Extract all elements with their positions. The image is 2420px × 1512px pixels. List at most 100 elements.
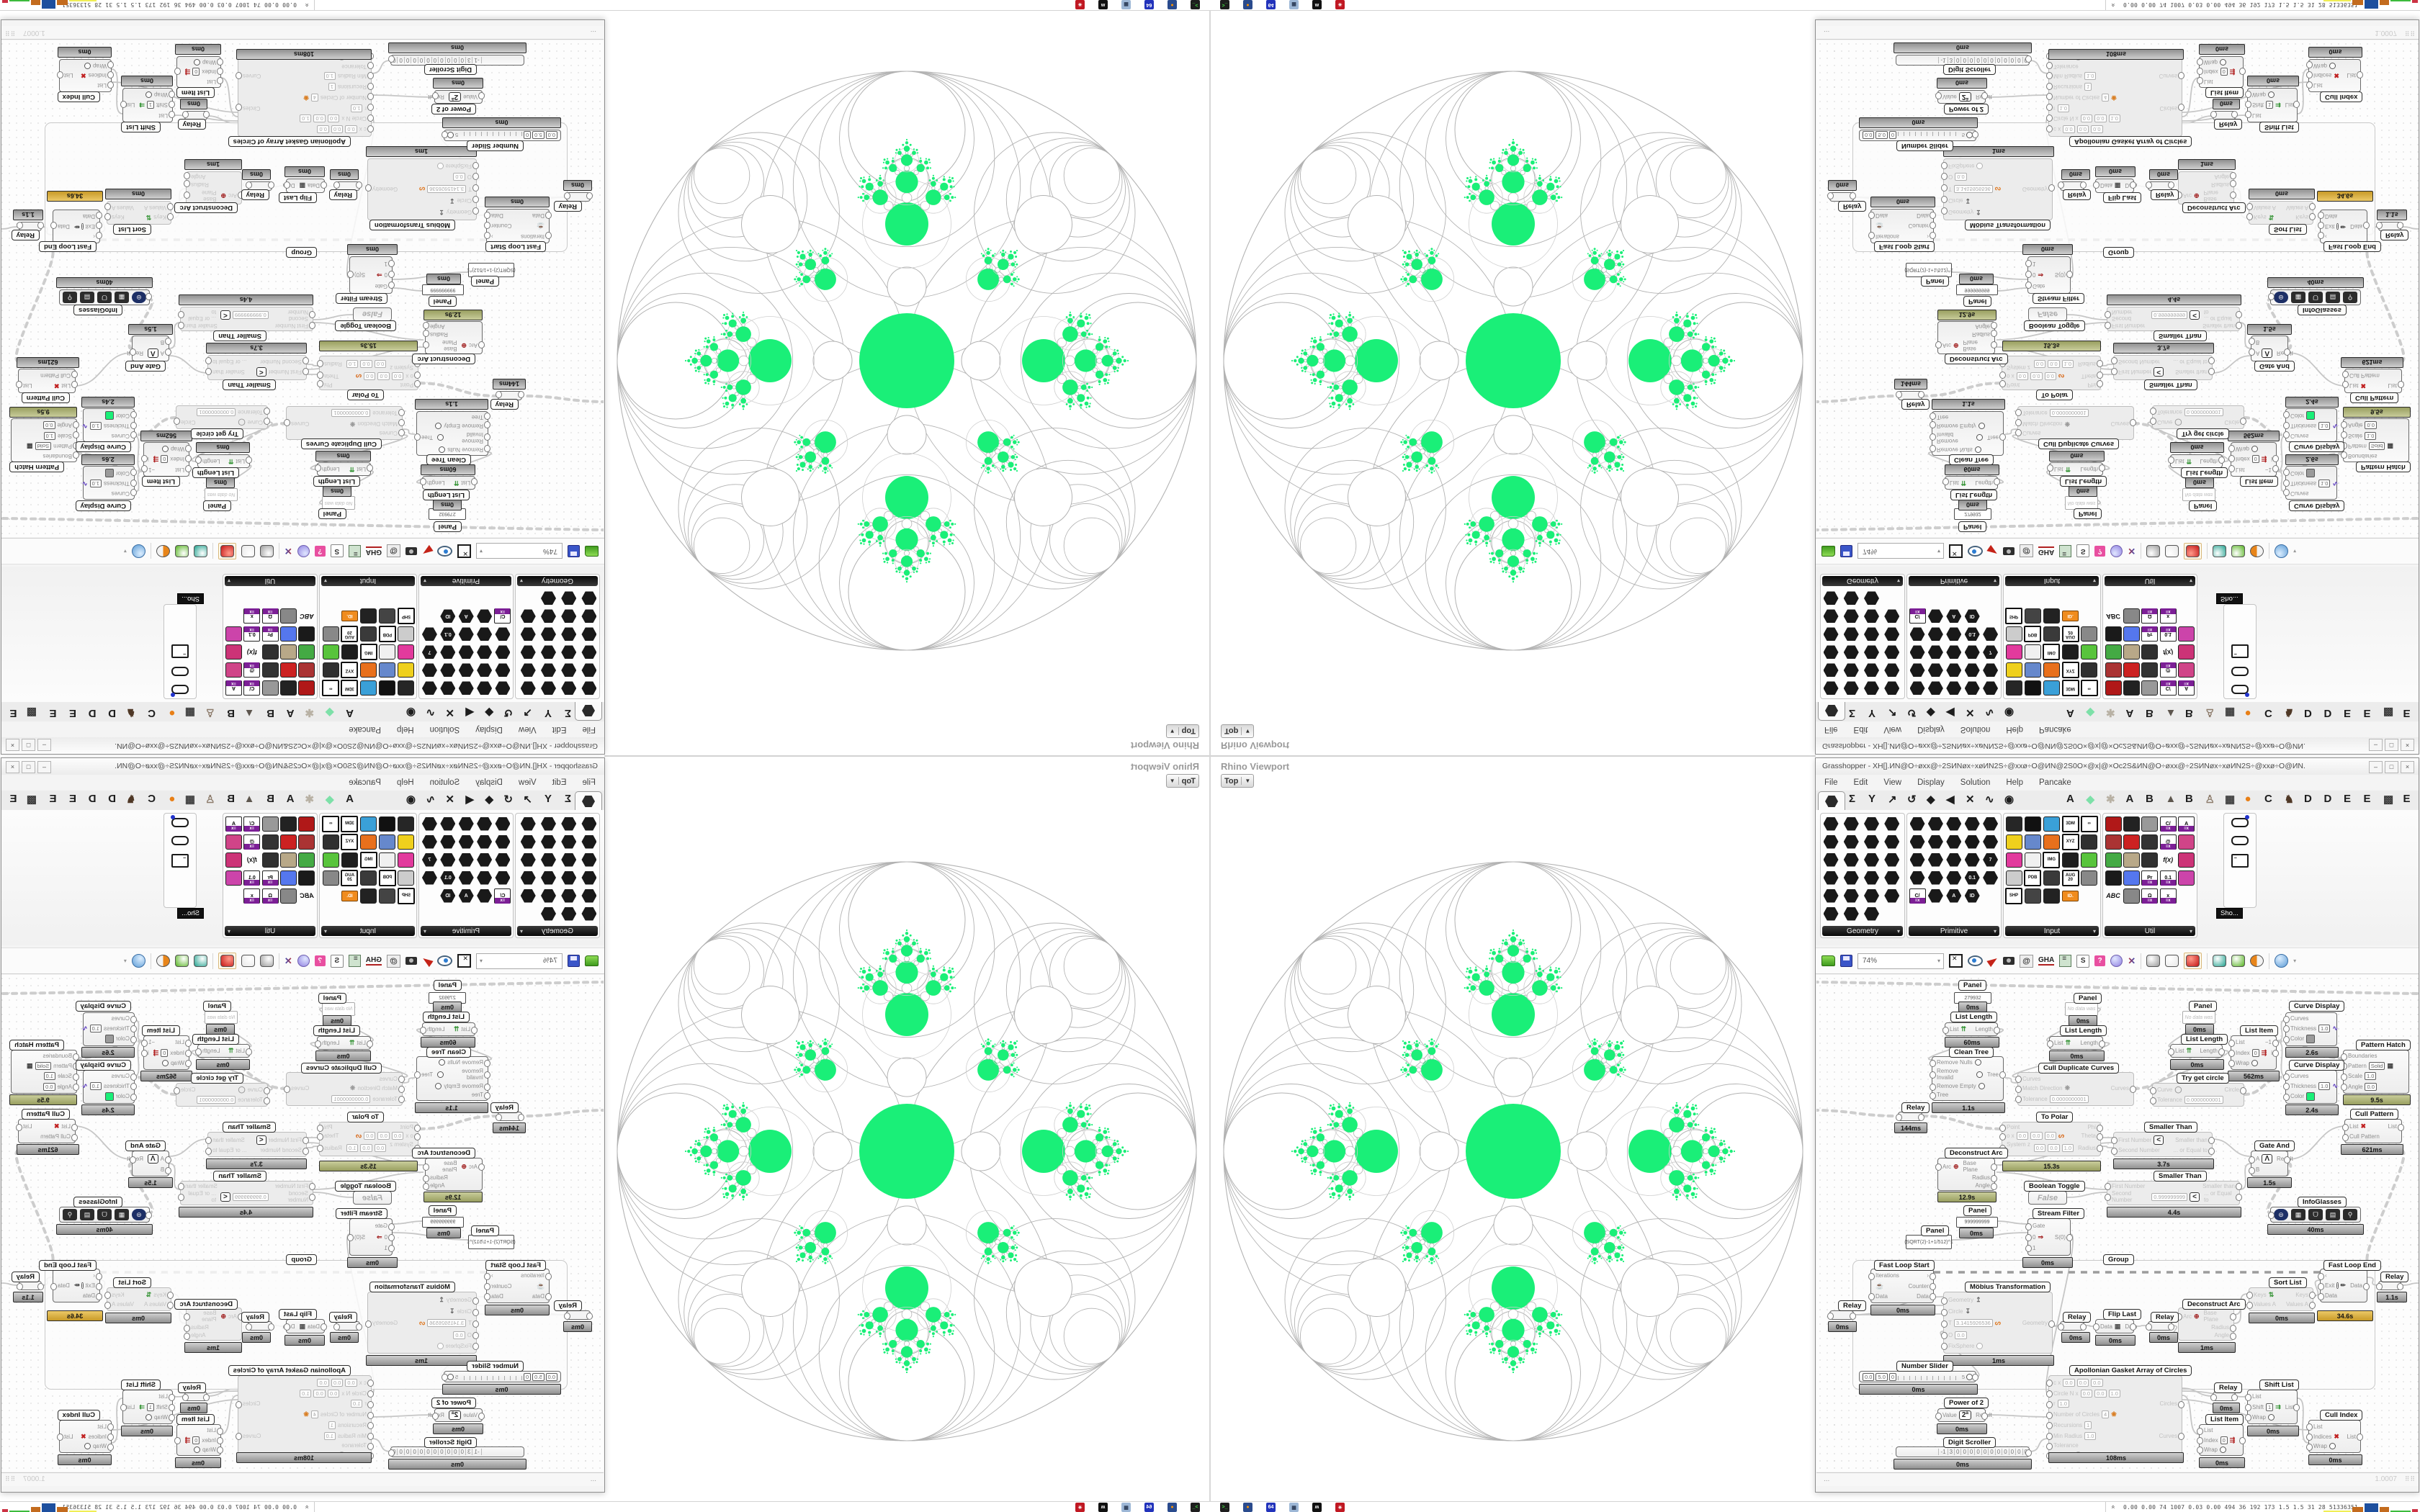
node-list-length-tag[interactable]: List Length	[2060, 1025, 2107, 1036]
galapagos-icon[interactable]: ✕	[2128, 546, 2136, 557]
tab-icon-3[interactable]: ↺	[503, 706, 513, 719]
component-icon[interactable]	[1842, 851, 1860, 868]
component-icon[interactable]	[2141, 833, 2159, 850]
tab-plugin-17[interactable]: E	[9, 793, 17, 805]
input-port[interactable]	[1896, 391, 1902, 399]
glasses-icon[interactable]: ⊜	[132, 292, 146, 303]
digit[interactable]: 0	[1994, 1449, 2002, 1455]
component-icon[interactable]: AUG 20	[341, 869, 359, 886]
value-box[interactable]: 0	[192, 1436, 200, 1444]
node-relay-tag[interactable]: Relay	[553, 201, 582, 212]
input-port[interactable]	[165, 1156, 171, 1164]
node-curve-display-tag[interactable]: Curve Display	[2289, 441, 2345, 452]
component-icon[interactable]	[560, 644, 578, 661]
output-port[interactable]	[496, 1113, 502, 1121]
app-icon-badge[interactable]: ✳	[1335, 1503, 1345, 1512]
output-port[interactable]	[484, 232, 490, 240]
output-port[interactable]	[17, 222, 23, 230]
component-icon[interactable]: 0.1	[439, 869, 457, 886]
node-smaller-than[interactable]: First Number Smaller than Second Number 0.9…	[178, 307, 315, 331]
component-icon[interactable]	[360, 833, 377, 850]
component-icon[interactable]	[1982, 680, 1999, 697]
node-deconstruct-arc-tag[interactable]: Deconstruct Arc	[174, 202, 238, 213]
node-try-get-circle[interactable]: Curve ◯ Circle Tolerance 0.0000000001	[174, 1083, 270, 1107]
node-cull-duplicate-curves[interactable]: Curves Match Direction ❋ Curves Tolerance 0.0…	[284, 406, 405, 440]
component-icon[interactable]	[421, 833, 438, 850]
value-box[interactable]: 0.0	[2365, 1082, 2377, 1091]
app-icon-floppy-64[interactable]: 64	[1144, 1503, 1154, 1512]
component-icon[interactable]	[476, 833, 493, 850]
component-icon[interactable]	[581, 662, 598, 679]
glasses-icon[interactable]: ᗜ	[97, 1209, 112, 1220]
input-port[interactable]	[2318, 1282, 2324, 1290]
output-port[interactable]	[2357, 71, 2363, 78]
minimize-button[interactable]: –	[2369, 761, 2383, 773]
value-box[interactable]: 1.0	[323, 1431, 336, 1440]
save-file-button[interactable]	[1840, 955, 1852, 967]
node-gate-and[interactable]: AΛResultB	[2249, 336, 2293, 361]
output-port[interactable]	[104, 203, 111, 211]
value-box[interactable]: 0.0	[327, 1389, 340, 1398]
component-icon[interactable]	[560, 815, 578, 832]
node-deconstruct-arc[interactable]: Arc ⊕ Base Plane Radius Angle	[1935, 321, 1997, 354]
input-port[interactable]	[356, 1323, 362, 1331]
preview-off-button[interactable]	[259, 955, 274, 967]
preview-mode-button[interactable]	[437, 955, 452, 966]
tab-icon-3[interactable]: ↺	[503, 793, 513, 806]
component-icon[interactable]	[2178, 869, 2195, 886]
tab-icon-4[interactable]: ◆	[485, 793, 493, 806]
app-icon-gimp[interactable]: ʍ	[1098, 0, 1108, 9]
value-box[interactable]: 0.0	[374, 360, 387, 369]
value-box[interactable]: 0.0	[317, 1378, 329, 1387]
input-port[interactable]	[2306, 81, 2313, 89]
param-toggle[interactable]	[439, 446, 446, 453]
component-icon[interactable]	[2105, 626, 2122, 643]
camera-button[interactable]	[405, 957, 417, 965]
node-clean-tree[interactable]: Remove Nulls Remove Invalid Tree Remove Emp…	[1930, 411, 2006, 456]
component-icon[interactable]	[298, 869, 315, 886]
menu-item-pancake[interactable]: Pancake	[2039, 778, 2071, 787]
input-port[interactable]	[2342, 381, 2349, 389]
node-list-item-tag[interactable]: List Item	[176, 1414, 215, 1425]
node-boolean-toggle[interactable]: False	[2028, 1191, 2067, 1205]
component-icon[interactable]: ∞	[2080, 680, 2098, 697]
component-icon[interactable]	[398, 680, 415, 697]
component-icon[interactable]: Pr	[2141, 869, 2159, 886]
orange-sphere-button[interactable]	[2250, 545, 2264, 557]
input-port[interactable]	[367, 1400, 374, 1408]
glasses-icon[interactable]: ▦	[115, 292, 129, 303]
input-port[interactable]	[2249, 1166, 2255, 1174]
value-box[interactable]: Solid	[35, 442, 52, 451]
input-port[interactable]	[2283, 489, 2290, 497]
balloon-button[interactable]	[297, 955, 310, 967]
input-port[interactable]	[2306, 71, 2313, 78]
output-port[interactable]	[484, 222, 490, 229]
panel-expand-arrow[interactable]: ▾	[2189, 927, 2192, 935]
zoom-combo[interactable]: 74%	[1857, 543, 1944, 559]
input-port[interactable]	[2341, 1053, 2347, 1061]
app-icon-floppy-64[interactable]: 64	[1266, 1503, 1276, 1512]
digit[interactable]: 0	[1954, 57, 1961, 63]
component-icon[interactable]	[360, 662, 377, 679]
param-toggle[interactable]	[84, 62, 91, 69]
input-port[interactable]	[1941, 184, 1948, 192]
node-fast-loop-end-tag[interactable]: Fast Loop End	[39, 1260, 97, 1271]
output-port[interactable]	[347, 1234, 354, 1241]
node-to-polar-tag[interactable]: To Polar	[346, 390, 384, 400]
param-toggle[interactable]	[439, 1059, 446, 1066]
node-panel[interactable]: No data was	[205, 488, 238, 501]
input-port[interactable]	[478, 1412, 485, 1420]
node-pattern-hatch-tag[interactable]: Pattern Hatch	[2356, 462, 2411, 472]
node-panel[interactable]: 999999999	[422, 284, 464, 295]
tab-plugin-13[interactable]: D	[2323, 707, 2332, 719]
dropdown-arrow-icon[interactable]: ▾	[123, 548, 127, 554]
input-port[interactable]	[388, 259, 395, 267]
input-port[interactable]	[1999, 380, 2006, 388]
node-fast-loop-start-tag[interactable]: Fast Loop Start	[1874, 241, 1935, 252]
input-port[interactable]	[2105, 310, 2111, 318]
component-icon[interactable]	[560, 680, 578, 697]
output-port[interactable]	[2236, 310, 2242, 318]
preview-shaded-selected[interactable]	[218, 953, 236, 969]
